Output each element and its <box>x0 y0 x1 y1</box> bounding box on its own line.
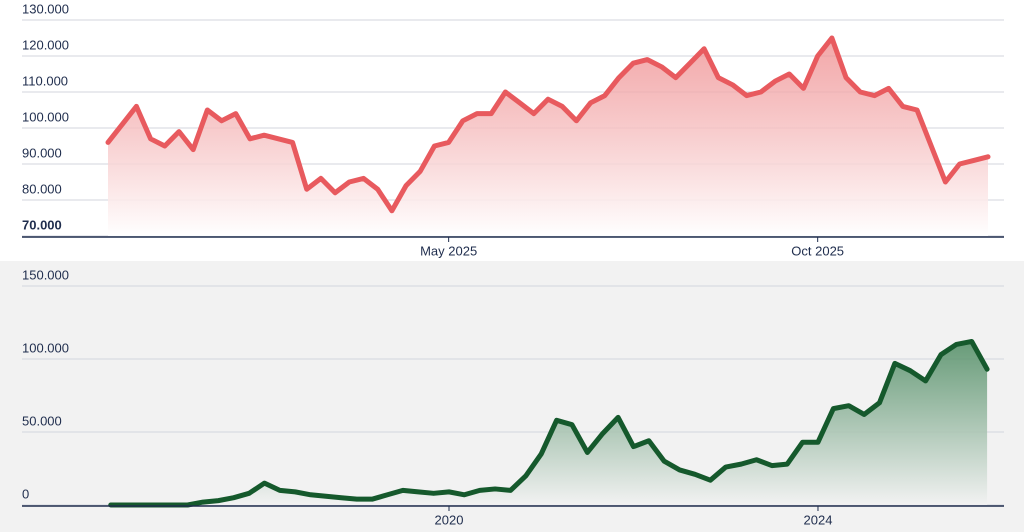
y-tick-label: 100.000 <box>22 109 69 124</box>
y-tick-label: 50.000 <box>22 413 62 428</box>
y-tick-label: 110.000 <box>22 73 68 88</box>
y-tick-label: 150.000 <box>22 267 69 282</box>
line <box>105 35 991 214</box>
y-tick-label: 90.000 <box>22 145 62 160</box>
y-tick-label: 130.000 <box>22 1 69 16</box>
y-tick-label: 120.000 <box>22 37 69 52</box>
y-tick-label: 70.000 <box>22 217 62 232</box>
x-tick-label: 2020 <box>435 512 464 527</box>
line <box>108 338 990 508</box>
x-tick-label: 2024 <box>804 512 833 527</box>
y-tick-label: 100.000 <box>22 340 69 355</box>
x-tick-label: May 2025 <box>420 243 477 258</box>
x-tick-label: Oct 2025 <box>791 243 844 258</box>
y-tick-label: 80.000 <box>22 181 62 196</box>
y-tick-label: 0 <box>22 486 29 501</box>
